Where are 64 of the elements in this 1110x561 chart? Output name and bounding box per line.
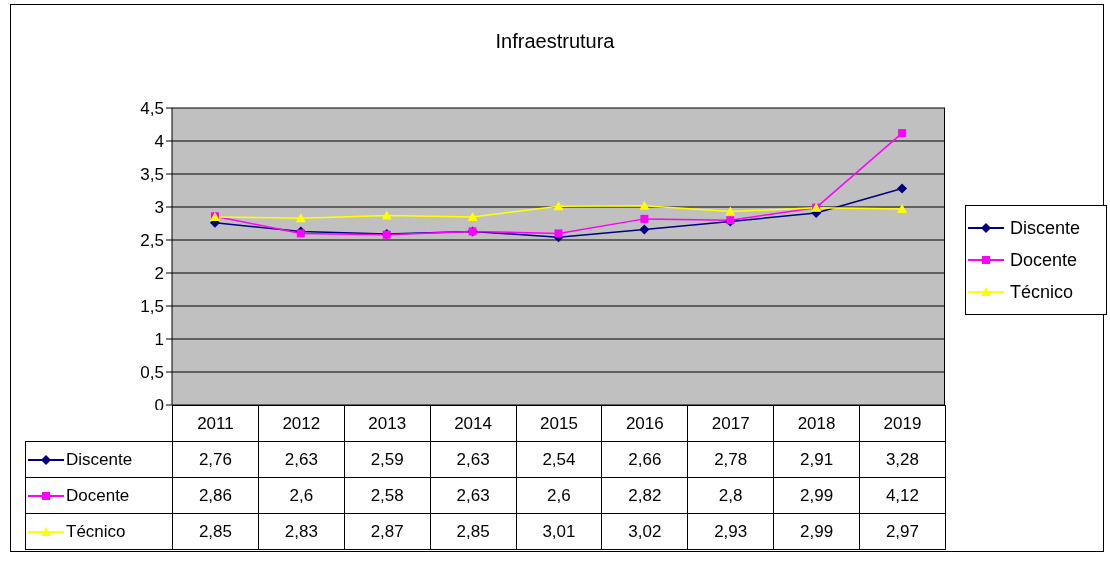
x-tick-label: 2013 — [344, 405, 431, 442]
x-tick-label: 2012 — [258, 405, 345, 442]
data-label: 2,59 — [344, 441, 431, 478]
y-tick-label: 4,5 — [140, 99, 164, 119]
y-tick-label: 3,5 — [140, 165, 164, 185]
data-label: 2,58 — [344, 477, 431, 514]
data-label: 2,93 — [687, 513, 774, 550]
data-label: 2,85 — [172, 513, 259, 550]
data-label: 2,66 — [601, 441, 688, 478]
data-label: 3,01 — [516, 513, 602, 550]
y-tick-label: 1 — [154, 330, 164, 350]
data-label: 2,99 — [773, 513, 860, 550]
legend-label: Técnico — [1010, 281, 1074, 303]
point — [467, 211, 478, 221]
y-tick-label: 0,5 — [140, 363, 164, 383]
data-label: 2,8 — [687, 477, 774, 514]
data-label: 2,87 — [344, 513, 431, 550]
x-tick-label: 2017 — [687, 405, 774, 442]
data-label: 3,28 — [859, 441, 946, 478]
data-label: 2,63 — [430, 477, 516, 514]
data-label: 2,63 — [430, 441, 516, 478]
point — [639, 224, 650, 235]
data-label: 2,86 — [172, 477, 259, 514]
point — [898, 129, 907, 138]
point — [553, 201, 564, 211]
x-tick-label: 2016 — [601, 405, 688, 442]
text: Docente — [66, 485, 130, 505]
point — [897, 183, 908, 194]
data-label: 2,6 — [258, 477, 345, 514]
x-tick-label: 2018 — [773, 405, 860, 442]
data-label: 2,54 — [516, 441, 602, 478]
legend-label: Discente — [1010, 217, 1081, 239]
chart-title: Infraestrutura — [494, 30, 616, 53]
data-label: 4,12 — [859, 477, 946, 514]
data-label: 2,97 — [859, 513, 946, 550]
point — [554, 229, 563, 238]
y-tick-label: 2 — [154, 264, 164, 284]
data-label: 2,63 — [258, 441, 345, 478]
x-tick-label: 2019 — [859, 405, 946, 442]
data-label: 2,83 — [258, 513, 345, 550]
data-label: 2,99 — [773, 477, 860, 514]
x-tick-label: 2011 — [172, 405, 259, 442]
y-tick-label: 1,5 — [140, 297, 164, 317]
point — [381, 210, 392, 220]
point — [640, 214, 649, 223]
text: Discente — [66, 449, 133, 469]
data-label: 2,6 — [516, 477, 602, 514]
data-label: 2,91 — [773, 441, 860, 478]
y-tick-label: 2,5 — [140, 231, 164, 251]
text: Técnico — [66, 521, 126, 541]
data-label: 2,78 — [687, 441, 774, 478]
data-label: 2,85 — [430, 513, 516, 550]
y-tick-label: 3 — [154, 198, 164, 218]
point — [639, 200, 650, 210]
x-tick-label: 2014 — [430, 405, 516, 442]
point — [295, 213, 306, 223]
y-tick-label: 4 — [154, 132, 164, 152]
data-label: 3,02 — [601, 513, 688, 550]
legend-label: Docente — [1010, 249, 1078, 271]
point — [725, 206, 736, 216]
data-label: 2,76 — [172, 441, 259, 478]
data-label: 2,82 — [601, 477, 688, 514]
x-tick-label: 2015 — [516, 405, 602, 442]
point — [897, 203, 908, 213]
